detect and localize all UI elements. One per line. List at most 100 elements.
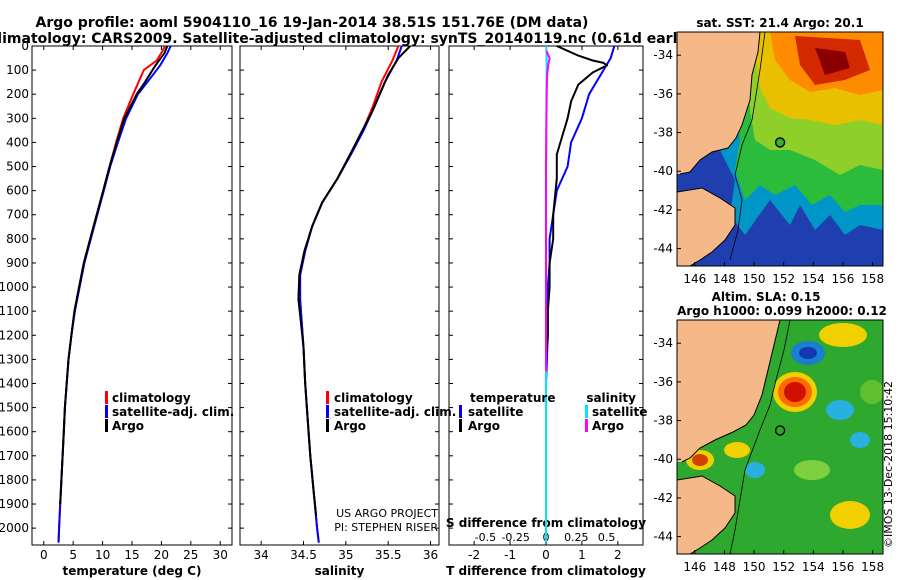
map-x-tick-label: 152 bbox=[772, 272, 795, 286]
sst-isobath bbox=[729, 32, 766, 261]
plot-area bbox=[239, 45, 440, 546]
sla-low-east bbox=[826, 400, 854, 420]
map-x-tick-label: 150 bbox=[743, 272, 766, 286]
map-y-tick-label: -34 bbox=[653, 48, 673, 62]
legend-temp-satellite-label: satellite bbox=[468, 405, 523, 419]
sla-low-small bbox=[745, 462, 765, 478]
sla-high-small bbox=[724, 442, 750, 458]
legend-sal-satellite-label: satellite bbox=[592, 405, 647, 419]
figure-title-line1: Argo profile: aoml 5904110_16 19-Jan-201… bbox=[36, 15, 589, 31]
sla-positive-south bbox=[794, 460, 830, 480]
series-line-salinity-argo bbox=[545, 50, 551, 372]
map-y-tick-label: -40 bbox=[653, 452, 673, 466]
legend-argo-label: Argo bbox=[334, 419, 366, 433]
legend-sal-argo-swatch bbox=[585, 419, 588, 432]
y-tick-label: 1200 bbox=[0, 328, 29, 342]
x-axis-label: salinity bbox=[315, 564, 365, 578]
legend-temperature-title: temperature bbox=[470, 391, 555, 405]
sla-coastline-mainland bbox=[681, 320, 781, 463]
salinity-legend: climatology satellite-adj. clim. Argo bbox=[326, 391, 456, 433]
sla-low-southeast bbox=[850, 432, 870, 448]
map-y-tick-label: -38 bbox=[653, 126, 673, 140]
sst-map-frame bbox=[676, 31, 884, 267]
y-tick-label: 1600 bbox=[0, 425, 29, 439]
series-line-temperature-argo bbox=[545, 45, 609, 504]
x2-tick-label: 0.25 bbox=[564, 531, 589, 544]
x-tick-label: 34.5 bbox=[290, 548, 317, 562]
legend-salinity-title: salinity bbox=[586, 391, 636, 405]
x-tick-label: 5 bbox=[69, 548, 77, 562]
legend-argo-swatch bbox=[326, 419, 329, 432]
sla-high-south bbox=[830, 501, 870, 529]
map-x-tick-label: 158 bbox=[861, 272, 884, 286]
legend-climatology-swatch bbox=[326, 391, 329, 404]
x-tick-label: -2 bbox=[468, 548, 480, 562]
y-tick-label: 800 bbox=[6, 232, 29, 246]
map-x-tick-label: 146 bbox=[683, 272, 706, 286]
sst-map bbox=[677, 32, 883, 266]
x-tick-label: 35 bbox=[338, 548, 353, 562]
map-y-tick-label: -44 bbox=[653, 530, 673, 544]
y-tick-label: 500 bbox=[6, 160, 29, 174]
y-tick-label: 400 bbox=[6, 135, 29, 149]
map-y-tick-label: -38 bbox=[653, 414, 673, 428]
x2-tick-label: 0.5 bbox=[598, 531, 616, 544]
y-tick-label: 0 bbox=[21, 39, 29, 53]
x2-tick-label: -0.25 bbox=[501, 531, 529, 544]
sst-coastline-tasmania bbox=[677, 187, 736, 266]
map-y-tick-label: -42 bbox=[653, 203, 673, 217]
y-tick-label: 1300 bbox=[0, 352, 29, 366]
x-tick-label: 20 bbox=[154, 548, 169, 562]
sst-land-tasmania bbox=[677, 188, 735, 266]
difference-legend-temperature: temperature satellite Argo bbox=[459, 391, 555, 433]
legend-satellite-swatch bbox=[326, 405, 329, 418]
difference-profile-panel: -2 -1 0 1 2-0.5 -0.25 0 0.25 0.5S difference fro… bbox=[446, 45, 646, 578]
sst-float-marker bbox=[774, 137, 786, 148]
x-tick-label: 36 bbox=[423, 548, 438, 562]
x-tick-label: 0 bbox=[542, 548, 550, 562]
y-tick-label: 900 bbox=[6, 256, 29, 270]
sla-coastline-tasmania bbox=[677, 475, 736, 554]
map-axes: 146 148 150 152 154 156 158 -34 -36 -38 -40 -42 -44 1… bbox=[653, 48, 884, 574]
legend-sal-satellite-swatch bbox=[585, 405, 588, 418]
legend-argo-label: Argo bbox=[112, 419, 144, 433]
map-x-tick-label: 152 bbox=[772, 560, 795, 574]
legend-satellite-swatch bbox=[105, 405, 108, 418]
x-tick-label: 30 bbox=[213, 548, 228, 562]
sla-land-mainland bbox=[677, 320, 780, 462]
x2-tick-label: -0.5 bbox=[475, 531, 496, 544]
plot-area bbox=[31, 45, 233, 546]
x-axis-label: temperature (deg C) bbox=[63, 564, 202, 578]
legend-temp-argo-label: Argo bbox=[468, 419, 500, 433]
y-tick-label: 600 bbox=[6, 184, 29, 198]
sla-float-marker bbox=[774, 425, 786, 436]
x-tick-label: 2 bbox=[614, 548, 622, 562]
sla-map-title-line2: Argo h1000: 0.099 h2000: 0.12 bbox=[677, 304, 887, 318]
series-line-argo bbox=[59, 45, 169, 505]
x-tick-label: 10 bbox=[95, 548, 110, 562]
sst-land-mainland bbox=[677, 32, 760, 174]
legend-satellite-label: satellite-adj. clim. bbox=[112, 405, 234, 419]
map-y-tick-label: -42 bbox=[653, 491, 673, 505]
sla-map bbox=[677, 320, 883, 554]
temperature-legend: climatology satellite-adj. clim. Argo bbox=[105, 391, 234, 433]
sla-high-north bbox=[819, 323, 867, 347]
x-tick-label: 25 bbox=[183, 548, 198, 562]
y-tick-label: 1900 bbox=[0, 497, 29, 511]
y-tick-label: 1800 bbox=[0, 473, 29, 487]
sla-land-tasmania bbox=[677, 476, 735, 554]
map-x-tick-label: 154 bbox=[802, 560, 825, 574]
sst-max-patch bbox=[815, 48, 850, 75]
imos-watermark: ©IMOS 13-Dec-2018 15:10:42 bbox=[882, 381, 895, 548]
map-x-tick-label: 150 bbox=[743, 560, 766, 574]
x-tick-label: -1 bbox=[504, 548, 516, 562]
legend-climatology-swatch bbox=[105, 391, 108, 404]
y-tick-label: 1100 bbox=[0, 304, 29, 318]
y-tick-label: 300 bbox=[6, 111, 29, 125]
y-tick-label: 100 bbox=[6, 63, 29, 77]
map-x-tick-label: 154 bbox=[802, 272, 825, 286]
y-tick-label: 700 bbox=[6, 208, 29, 222]
y-tick-label: 200 bbox=[6, 87, 29, 101]
y-tick-label: 1400 bbox=[0, 376, 29, 390]
